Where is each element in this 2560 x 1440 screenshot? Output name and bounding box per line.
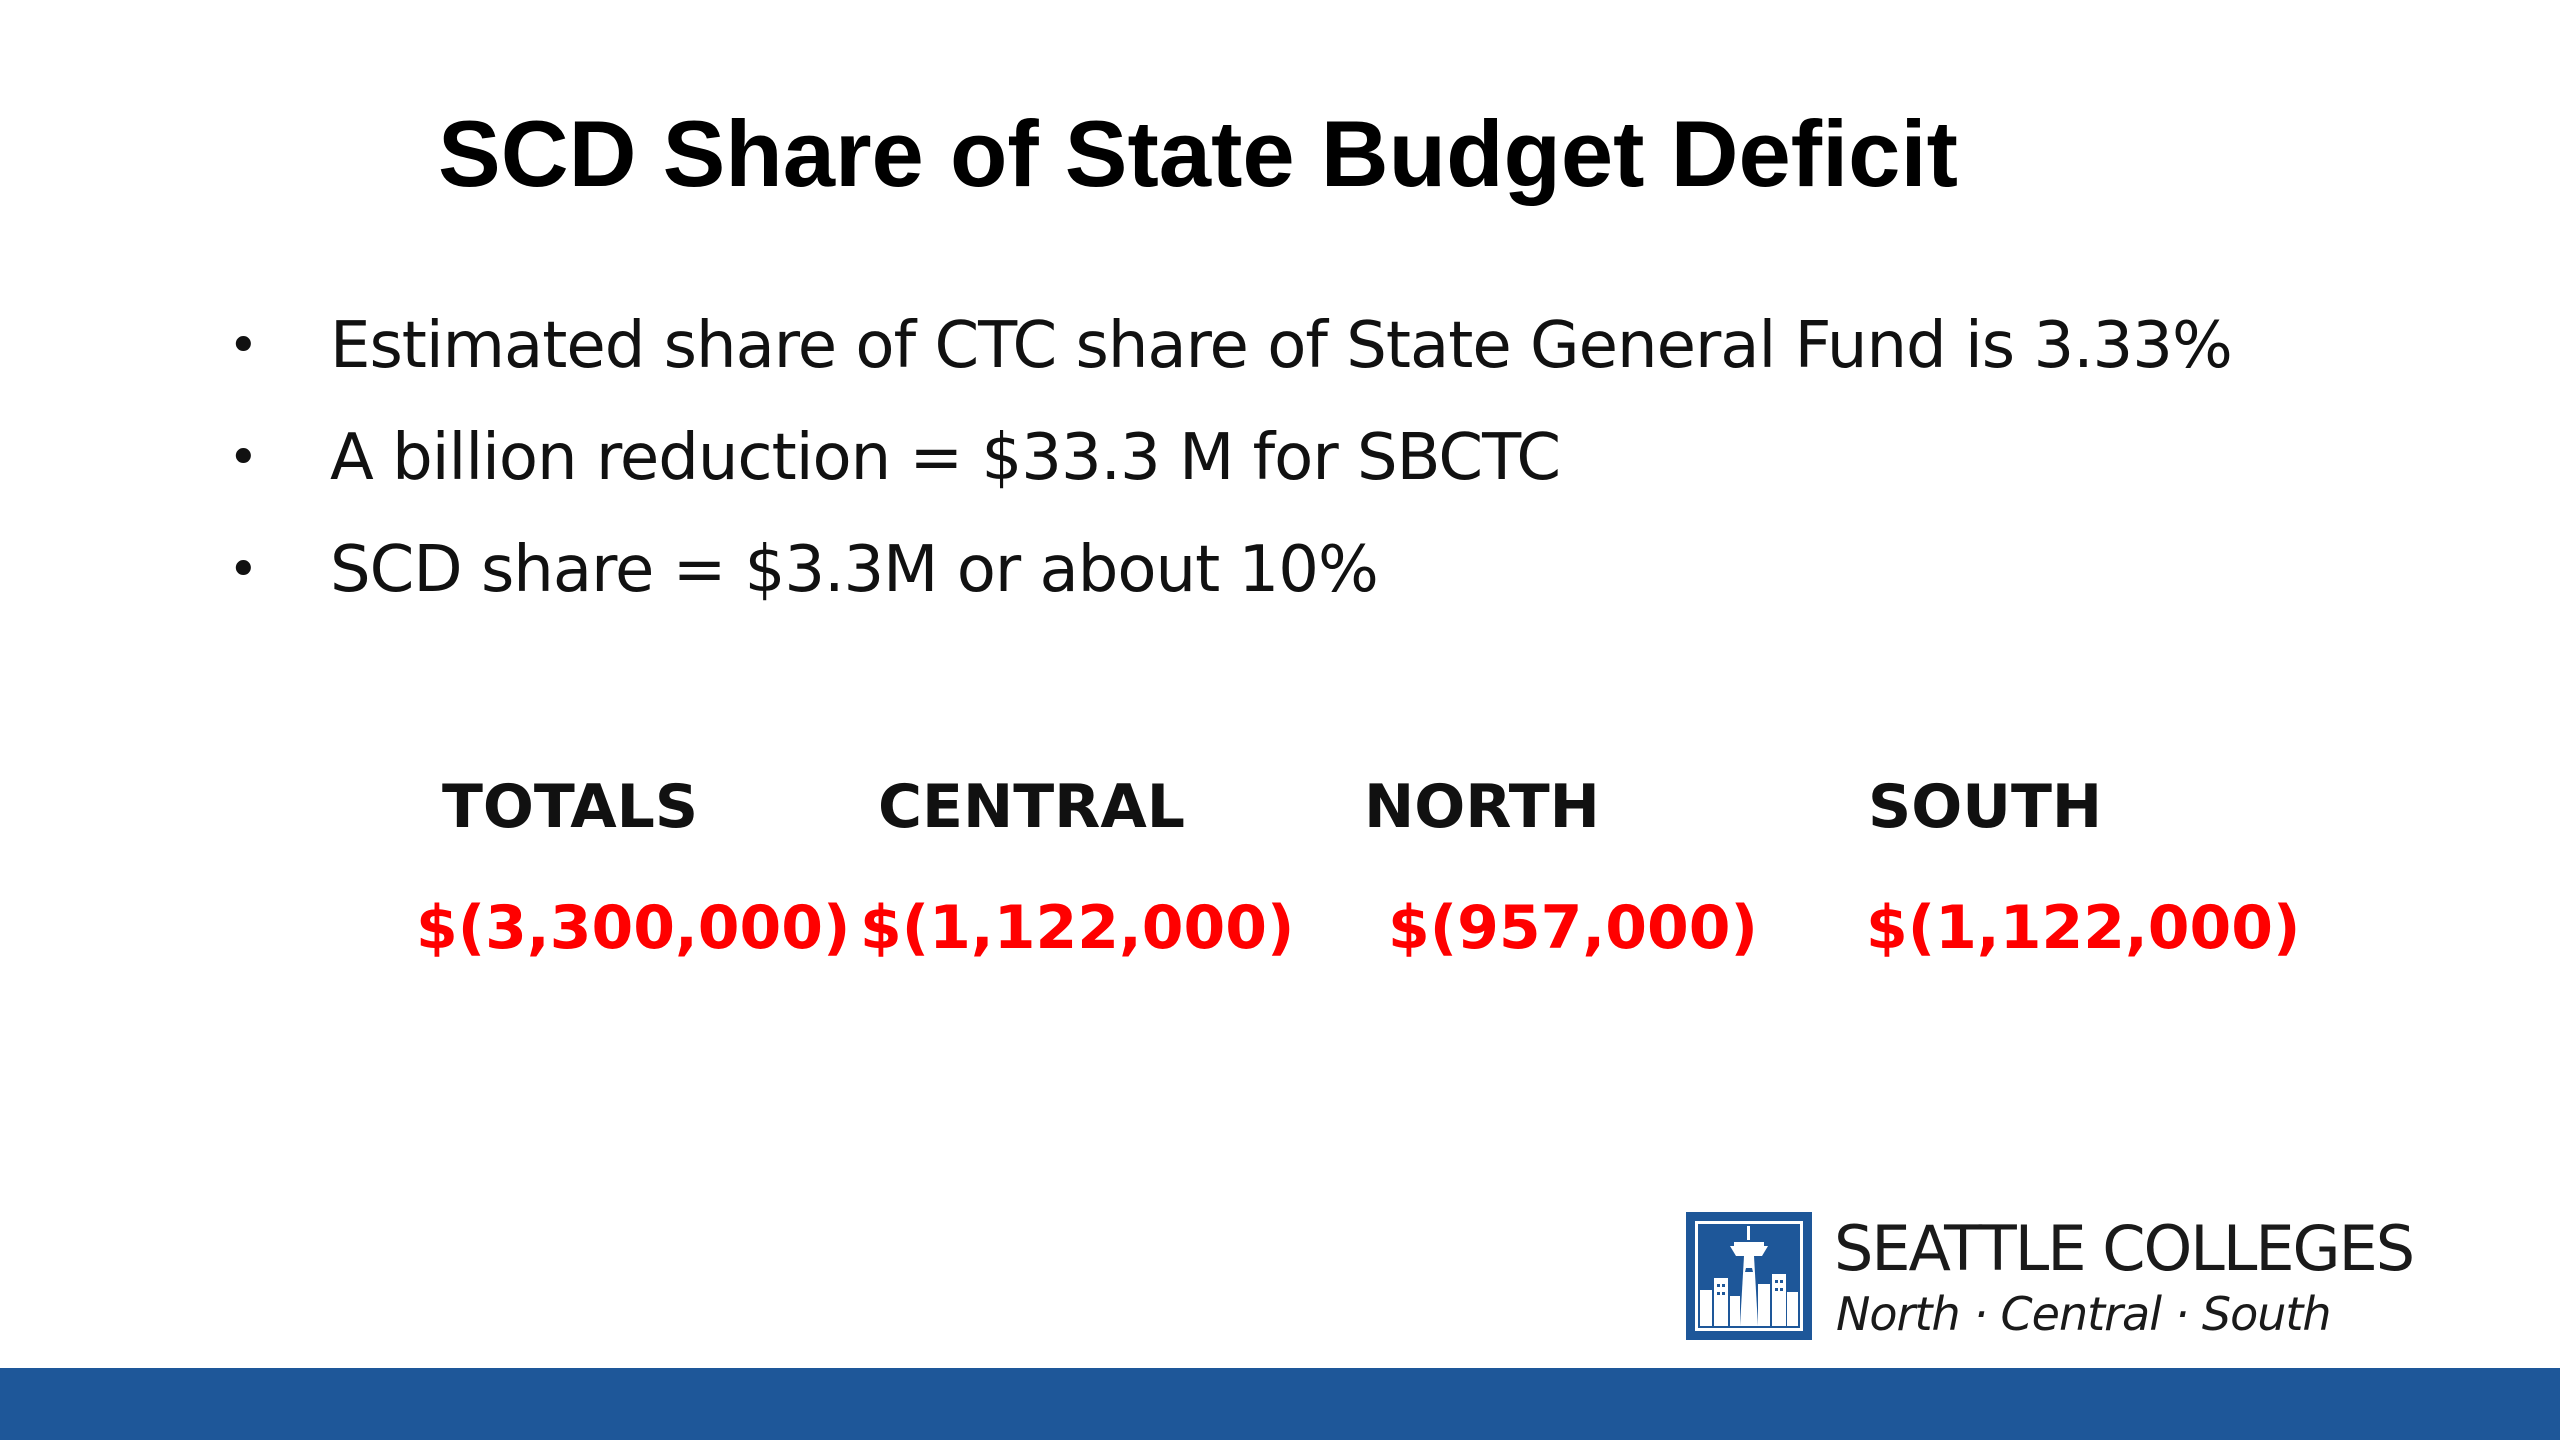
totals-header-totals: TOTALS: [442, 772, 699, 842]
bullet-marker: •: [228, 428, 259, 488]
totals-value-central: $(1,122,000): [860, 893, 1295, 963]
totals-header-central: CENTRAL: [878, 772, 1186, 842]
logo-subtitle: North · Central · South: [1836, 1287, 2332, 1341]
slide-title: SCD Share of State Budget Deficit: [438, 101, 1958, 206]
bullet-text: A billion reduction = $33.3 M for SBCTC: [330, 421, 1561, 495]
footer-bar: [0, 1368, 2560, 1440]
totals-value-north: $(957,000): [1388, 893, 1758, 963]
logo-name: SEATTLE COLLEGES: [1834, 1212, 2415, 1285]
space-needle-skyline-icon: [1686, 1212, 1812, 1340]
bullet-text: SCD share = $3.3M or about 10%: [330, 533, 1379, 607]
totals-value-south: $(1,122,000): [1866, 893, 2301, 963]
totals-header-south: SOUTH: [1868, 772, 2103, 842]
seattle-colleges-logo: SEATTLE COLLEGES North · Central · South: [1686, 1210, 2446, 1344]
totals-value-totals: $(3,300,000): [416, 893, 851, 963]
totals-header-north: NORTH: [1364, 772, 1600, 842]
bullet-text: Estimated share of CTC share of State Ge…: [330, 309, 2233, 383]
bullet-marker: •: [228, 540, 259, 600]
bullet-marker: •: [228, 316, 259, 376]
